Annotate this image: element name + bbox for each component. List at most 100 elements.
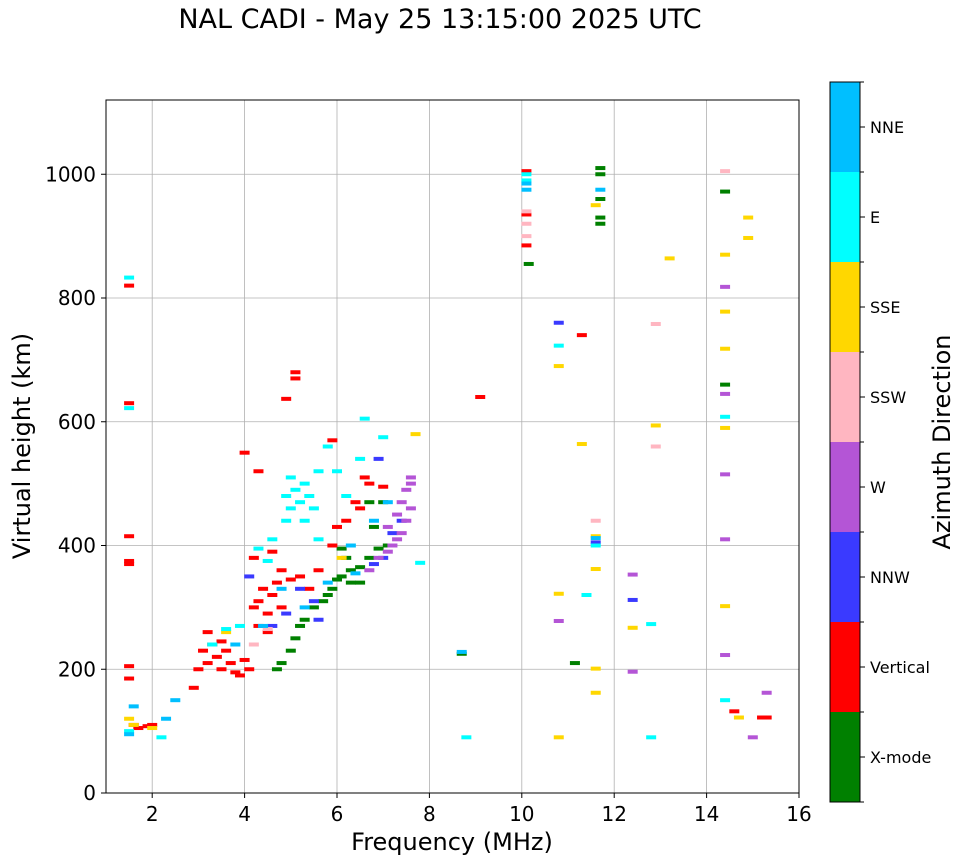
data-point (720, 472, 731, 477)
data-point (258, 586, 269, 591)
data-point (576, 442, 587, 447)
data-point (553, 364, 564, 369)
data-point (410, 432, 421, 437)
data-point (747, 735, 758, 740)
data-point (285, 648, 296, 653)
data-point (271, 580, 282, 585)
data-point (332, 577, 342, 582)
colorbar-segment (830, 352, 860, 442)
data-point (188, 685, 199, 690)
data-point (285, 506, 296, 511)
data-point (387, 531, 398, 536)
data-point (368, 524, 379, 529)
data-point (368, 518, 379, 523)
data-point (248, 605, 259, 610)
data-point (364, 555, 375, 560)
data-point (124, 558, 135, 563)
data-point (267, 549, 278, 554)
data-point (382, 524, 393, 529)
colorbar-frame (829, 81, 861, 803)
data-point (553, 735, 564, 740)
data-point (327, 543, 338, 548)
data-point (405, 481, 416, 486)
data-point (313, 617, 324, 622)
data-point (720, 382, 731, 387)
colorbar-segment (830, 442, 860, 532)
data-point (364, 481, 375, 486)
data-point (239, 657, 250, 662)
data-point (521, 187, 532, 192)
data-point (521, 169, 532, 174)
data-point (392, 512, 403, 517)
data-point (456, 649, 467, 654)
scatter-points (124, 166, 772, 740)
data-point (124, 401, 135, 406)
data-point (364, 500, 375, 505)
y-tick-label: 600 (58, 410, 96, 434)
data-point (595, 215, 606, 220)
gridlines (106, 100, 800, 794)
data-point (230, 670, 241, 675)
series-sse (124, 203, 754, 740)
data-point (650, 321, 661, 326)
data-point (521, 209, 532, 214)
data-point (193, 667, 204, 672)
data-point (396, 500, 407, 505)
colorbar-tick-label: W (870, 478, 886, 497)
data-point (378, 435, 389, 440)
data-point (124, 406, 135, 411)
data-point (262, 611, 273, 616)
data-point (133, 726, 144, 731)
colorbar-tick-label: SSE (870, 298, 900, 317)
data-point (720, 309, 731, 314)
data-point (267, 623, 278, 628)
data-point (221, 630, 232, 635)
data-point (124, 716, 135, 721)
data-point (401, 487, 412, 492)
data-point (156, 735, 167, 740)
data-point (295, 500, 306, 505)
x-tick-label: 10 (509, 802, 534, 826)
data-point (345, 543, 356, 548)
plot-frame (105, 99, 800, 794)
data-point (553, 343, 564, 348)
colorbar-tick-label: NNE (870, 118, 904, 137)
data-point (729, 709, 740, 714)
data-point (276, 605, 287, 610)
data-point (392, 537, 403, 542)
data-point (341, 494, 352, 498)
data-point (382, 549, 393, 554)
data-point (720, 414, 731, 419)
colorbar-segment (830, 262, 860, 352)
data-point (720, 169, 731, 174)
data-point (590, 540, 601, 545)
data-point (359, 475, 370, 480)
data-point (590, 666, 601, 671)
data-point (382, 500, 393, 505)
x-tick-label: 6 (331, 802, 344, 826)
data-point (396, 531, 407, 536)
data-point (202, 630, 213, 635)
data-point (216, 667, 227, 672)
data-point (627, 625, 638, 630)
data-point (276, 661, 287, 666)
chart-title: NAL CADI - May 25 13:15:00 2025 UTC (178, 4, 702, 35)
x-tick-label: 4 (238, 802, 251, 826)
data-point (290, 376, 301, 381)
data-point (253, 599, 264, 604)
data-point (553, 320, 564, 325)
data-point (401, 518, 412, 523)
data-point (720, 346, 731, 351)
data-point (281, 396, 292, 401)
data-point (646, 622, 657, 627)
data-point (595, 187, 606, 192)
data-point (720, 604, 731, 609)
data-point (299, 617, 310, 622)
data-point (225, 661, 236, 666)
data-point (276, 586, 287, 591)
data-point (743, 215, 754, 220)
data-point (405, 506, 416, 511)
data-point (124, 275, 135, 280)
data-point (461, 735, 472, 740)
